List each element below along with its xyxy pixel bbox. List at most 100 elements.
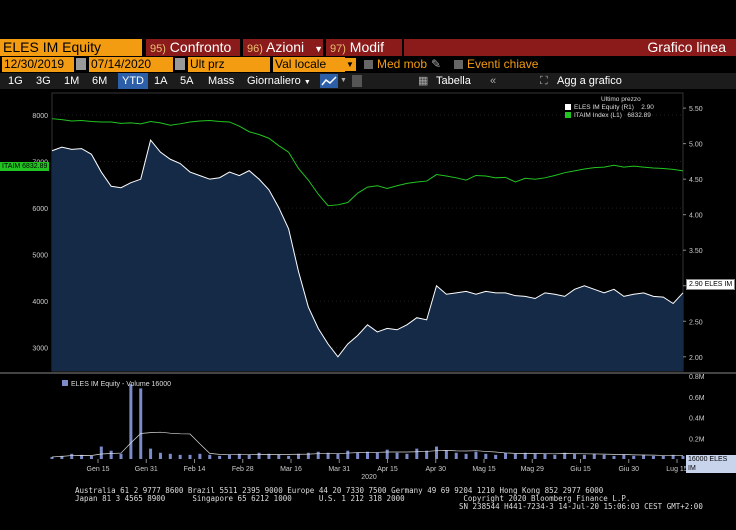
menu-number: 97) [330, 43, 346, 55]
x-tick-label: Mar 31 [328, 466, 350, 473]
menu-label: Confronto [169, 39, 232, 55]
period-select[interactable]: Giornaliero ▼ [247, 73, 311, 89]
legend-title: Ultimo prezzo [601, 96, 641, 103]
calendar-icon[interactable] [76, 58, 86, 70]
price-last-tag: 2.90 ELES IM [686, 279, 736, 290]
index-last-tag: ITAIM 6832.89 [0, 162, 50, 171]
volume-bar [50, 456, 54, 459]
moving-avg-checkbox[interactable] [364, 60, 373, 69]
volume-bar [296, 453, 300, 459]
volume-legend-label: ELES IM Equity - Volume 16000 [71, 381, 171, 388]
left-tick-label: 4000 [32, 299, 48, 306]
year-label: 2020 [361, 474, 377, 481]
chevron-down-icon: ▼ [314, 44, 323, 54]
x-tick-label: Gen 31 [135, 466, 158, 473]
volume-bar [651, 455, 655, 459]
collapse-icon[interactable]: « [490, 75, 497, 87]
menu-label: Azioni [266, 39, 305, 55]
price-field[interactable]: Ult prz [188, 57, 270, 72]
table-icon: ▦ [418, 75, 429, 87]
chevron-down-icon[interactable]: ▼ [344, 58, 356, 71]
volume-bar [444, 450, 448, 459]
volume-bar [326, 452, 330, 459]
right-tick-label: 2.50 [689, 319, 703, 326]
bar-chart-icon[interactable] [352, 75, 362, 87]
right-tick-label: 5.00 [689, 142, 703, 149]
volume-bar [80, 454, 84, 459]
period-label: Giornaliero [247, 75, 301, 87]
range-button-1g[interactable]: 1G [8, 75, 23, 87]
volume-legend: ELES IM Equity - Volume 16000 [60, 380, 173, 389]
volume-bar [474, 451, 478, 459]
x-tick-label: Giu 15 [570, 466, 591, 473]
volume-bar [602, 454, 606, 459]
key-events-label: Eventi chiave [467, 57, 539, 71]
legend: Ultimo prezzo ELES IM Equity (R1) 2.90 I… [565, 96, 654, 120]
range-button-1a[interactable]: 1A [154, 75, 168, 87]
range-button-6m[interactable]: 6M [92, 75, 108, 87]
ticker-field[interactable]: ELES IM Equity [0, 39, 142, 56]
x-tick-label: Apr 15 [377, 466, 398, 473]
volume-bar [543, 453, 547, 459]
graph-title: Grafico linea [404, 39, 736, 56]
chevron-down-icon[interactable]: ▼ [340, 77, 347, 84]
footer-line: Japan 81 3 4565 8900 Singapore 65 6212 1… [75, 494, 631, 503]
volume-bar [208, 454, 212, 459]
calendar-icon[interactable] [175, 58, 185, 70]
legend-label: ELES IM Equity (R1) [574, 104, 634, 111]
table-button[interactable]: Tabella [436, 75, 471, 87]
volume-bar [435, 446, 439, 459]
volume-bar [533, 453, 537, 459]
line-chart-icon[interactable] [320, 74, 338, 88]
volume-bar [109, 450, 113, 459]
volume-bar [523, 452, 527, 459]
add-to-chart-button[interactable]: Agg a grafico [557, 75, 622, 87]
volume-bar [227, 454, 231, 459]
volume-bar [464, 453, 468, 459]
price-area [52, 140, 683, 371]
volume-bar [267, 453, 271, 459]
right-tick-label: 5.50 [689, 106, 703, 113]
x-tick-label: Giu 30 [618, 466, 639, 473]
volume-average-line [51, 431, 683, 458]
right-tick-label: 2.00 [689, 355, 703, 362]
volume-bar [198, 453, 202, 459]
menu-modif[interactable]: 97) Modif ▼ [326, 39, 402, 73]
legend-label: ITAIM Index (L1) [574, 112, 622, 119]
volume-bar [89, 455, 93, 459]
menu-azioni[interactable]: 96) Azioni ▼ [243, 39, 323, 56]
currency-field[interactable]: Val locale [273, 57, 345, 72]
legend-item: ELES IM Equity (R1) 2.90 [565, 104, 654, 112]
menu-label: Modif [349, 39, 385, 55]
volume-bar [158, 452, 162, 459]
volume-bar [642, 454, 646, 459]
menu-confronto[interactable]: 95) Confronto [146, 39, 240, 56]
volume-bar [385, 449, 389, 459]
volume-bar [257, 452, 261, 459]
range-button-mass[interactable]: Mass [208, 75, 235, 87]
start-date-field[interactable]: 12/30/2019 [2, 57, 74, 72]
key-events-checkbox[interactable] [454, 60, 463, 69]
volume-bar [553, 454, 557, 459]
pencil-icon[interactable]: ✎ [431, 57, 442, 71]
volume-bar [612, 455, 616, 459]
range-button-1m[interactable]: 1M [64, 75, 80, 87]
price-chart[interactable]: 3000400050006000700080002.002.503.003.50… [0, 89, 736, 489]
volume-bar [622, 454, 626, 459]
end-date-field[interactable]: 07/14/2020 [89, 57, 173, 72]
volume-last-tag: 16000 ELES IM [686, 455, 736, 473]
range-button-ytd[interactable]: YTD [118, 73, 148, 89]
range-button-3g[interactable]: 3G [36, 75, 51, 87]
footer-line: Australia 61 2 9777 8600 Brazil 5511 239… [75, 486, 604, 495]
legend-value: 6832.89 [627, 112, 651, 119]
volume-bar [168, 453, 172, 459]
volume-bar [504, 452, 508, 459]
volume-bar [632, 455, 636, 459]
right-tick-label: 3.50 [689, 248, 703, 255]
volume-bar [661, 455, 665, 459]
volume-tick-label: 0.6M [689, 395, 705, 402]
volume-bar [346, 450, 350, 459]
range-button-5a[interactable]: 5A [180, 75, 194, 87]
right-tick-label: 4.00 [689, 213, 703, 220]
volume-bar [336, 453, 340, 459]
